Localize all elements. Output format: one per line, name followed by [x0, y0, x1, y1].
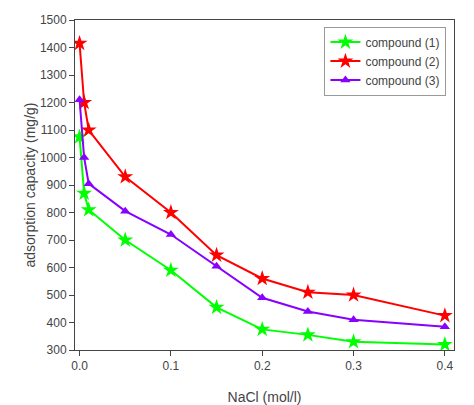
svg-text:adsorption capacity (mg/g): adsorption capacity (mg/g) [22, 103, 38, 268]
svg-text:NaCl (mol/l): NaCl (mol/l) [228, 389, 302, 405]
svg-text:700: 700 [47, 233, 67, 247]
svg-text:500: 500 [47, 288, 67, 302]
svg-text:300: 300 [47, 343, 67, 357]
svg-text:900: 900 [47, 178, 67, 192]
svg-text:0.1: 0.1 [163, 359, 180, 373]
svg-text:1500: 1500 [40, 13, 67, 27]
svg-text:1200: 1200 [40, 96, 67, 110]
svg-text:0.3: 0.3 [345, 359, 362, 373]
svg-text:0.2: 0.2 [254, 359, 271, 373]
svg-text:0.0: 0.0 [71, 359, 88, 373]
svg-text:0.4: 0.4 [437, 359, 454, 373]
svg-text:1300: 1300 [40, 68, 67, 82]
svg-text:1100: 1100 [41, 123, 67, 137]
svg-text:compound (1): compound (1) [365, 36, 439, 50]
svg-text:800: 800 [47, 206, 67, 220]
svg-text:600: 600 [47, 261, 67, 275]
svg-text:400: 400 [47, 316, 67, 330]
svg-text:1000: 1000 [40, 151, 67, 165]
svg-text:compound (3): compound (3) [365, 74, 439, 88]
svg-text:1400: 1400 [40, 41, 67, 55]
svg-text:compound (2): compound (2) [365, 55, 439, 69]
